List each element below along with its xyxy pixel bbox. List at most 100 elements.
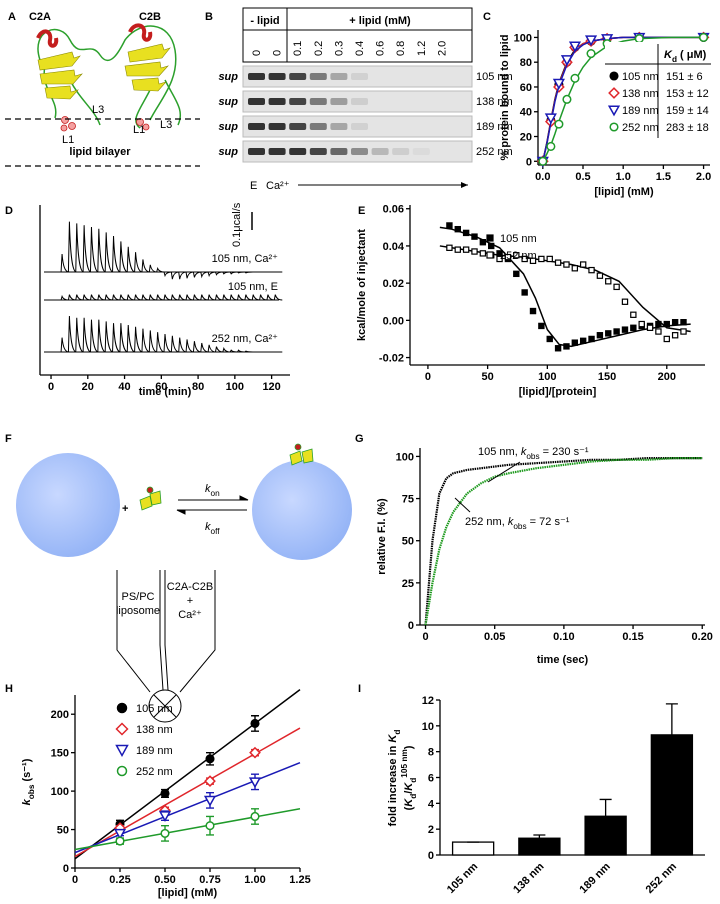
y-tick-label: 40 — [520, 107, 532, 119]
annotation-part: 105 nm, — [478, 446, 521, 458]
x-axis-label: [lipid]/[protein] — [519, 386, 597, 398]
legend-header-part: d — [672, 55, 677, 64]
annotation-part: = 72 s⁻¹ — [527, 516, 570, 528]
fit-line — [74, 761, 301, 854]
injection-peak — [229, 271, 239, 275]
fit-line — [439, 226, 691, 348]
x-tick-label: 150 — [598, 371, 616, 383]
injection-peak — [229, 294, 239, 301]
legend-label: 105 nm — [136, 703, 173, 715]
gel-band — [330, 73, 348, 80]
annotation-part: 252 nm, — [465, 516, 508, 528]
marker — [513, 270, 520, 278]
x-tick-label: 100 — [226, 381, 244, 393]
injection-peak — [244, 294, 253, 301]
lane-label: 2.0 — [436, 41, 448, 56]
lane-label: 0 — [272, 50, 284, 56]
y-tick-label: 100 — [514, 32, 532, 44]
legend-label: 138 nm — [136, 724, 173, 736]
syringe-label: C2A-C2B — [167, 581, 213, 593]
gel-band — [351, 98, 368, 105]
y-tick-label: 80 — [520, 57, 532, 69]
annotation: 252 nm, kobs = 72 s⁻¹ — [465, 516, 570, 531]
injection-peak — [75, 317, 84, 353]
y-axis-label: kobs (s⁻¹) — [21, 758, 36, 805]
gel-band — [289, 148, 307, 155]
rate-off: koff — [205, 521, 220, 536]
marker — [605, 330, 612, 337]
annotation-arrow — [487, 461, 521, 483]
y-tick-label: 0 — [63, 863, 69, 875]
annotation-part: k — [521, 446, 527, 458]
x-tick-label: 100 — [538, 371, 556, 383]
y-tick-label: 50 — [57, 825, 69, 837]
x-tick-label: 0.20 — [692, 631, 713, 643]
annotation-part: obs — [526, 452, 539, 461]
injection-peak — [104, 232, 114, 273]
y-axis-label-part: k — [21, 798, 33, 805]
gel-footer: E — [250, 180, 257, 192]
marker — [504, 253, 512, 261]
marker — [249, 746, 261, 759]
marker — [471, 248, 478, 255]
marker — [584, 35, 598, 47]
marker — [479, 239, 487, 246]
y-tick-label: 10 — [422, 721, 434, 733]
injection-peak — [215, 271, 224, 276]
x-tick-label: 60 — [155, 381, 167, 393]
gel-header: - lipid — [250, 15, 279, 27]
marker — [680, 319, 687, 326]
injection-peak — [237, 294, 246, 301]
y-tick-label: 60 — [520, 82, 532, 94]
y-axis-label-part: / — [403, 791, 415, 794]
x-tick-label: 0.0 — [535, 171, 550, 183]
injection-peak — [214, 346, 224, 353]
gel-band — [371, 148, 389, 155]
y-tick-label: 0.00 — [383, 315, 404, 327]
injection-peak — [192, 294, 202, 301]
y-tick-label: 0.02 — [383, 278, 404, 290]
gel-band — [351, 123, 368, 130]
domain-label: C2B — [139, 11, 161, 23]
marker — [496, 255, 503, 263]
bar — [650, 734, 694, 856]
marker — [568, 41, 582, 53]
marker — [671, 319, 679, 326]
y-tick-label: 0 — [526, 156, 532, 168]
gel-band — [248, 73, 265, 80]
gel-band — [412, 148, 430, 155]
injection-peak — [134, 326, 143, 353]
rate-off-part: off — [211, 527, 221, 536]
marker — [554, 259, 562, 266]
gel-band — [248, 98, 265, 105]
y-axis-label-part: d — [409, 794, 418, 799]
y-tick-label: 75 — [402, 494, 414, 506]
lane-label: 0.6 — [375, 41, 387, 56]
legend-header: Kd ( μM) — [664, 49, 707, 64]
injection-peak — [185, 294, 195, 301]
injection-peak — [207, 294, 217, 301]
y-axis-label-part: 105 nm — [400, 749, 409, 777]
injection-peak — [229, 349, 239, 353]
y-axis-label: kcal/mole of injectant — [356, 229, 368, 341]
rate-off-part: k — [205, 521, 211, 533]
marker — [638, 320, 645, 328]
x-tick-label: 0.25 — [109, 874, 130, 886]
syringe-label: liposome — [116, 605, 160, 617]
panel-label: A — [8, 11, 16, 23]
gel-strip — [242, 65, 473, 88]
scale-bar-label: 0.1μcal/s — [231, 202, 243, 247]
panel-label: F — [5, 433, 12, 445]
lane-label: 0.4 — [354, 41, 366, 56]
x-tick-label: 0 — [422, 631, 428, 643]
x-tick-label: 80 — [192, 381, 204, 393]
bar — [518, 837, 561, 856]
annotation-part: = 230 s⁻¹ — [540, 446, 589, 458]
injection-peak — [222, 271, 231, 275]
marker — [552, 78, 565, 90]
injection-peak — [222, 346, 231, 353]
loop-label: L1 — [62, 134, 74, 146]
marker — [115, 836, 125, 846]
injection-peak — [192, 271, 202, 278]
domain-label: C2A — [29, 11, 51, 23]
